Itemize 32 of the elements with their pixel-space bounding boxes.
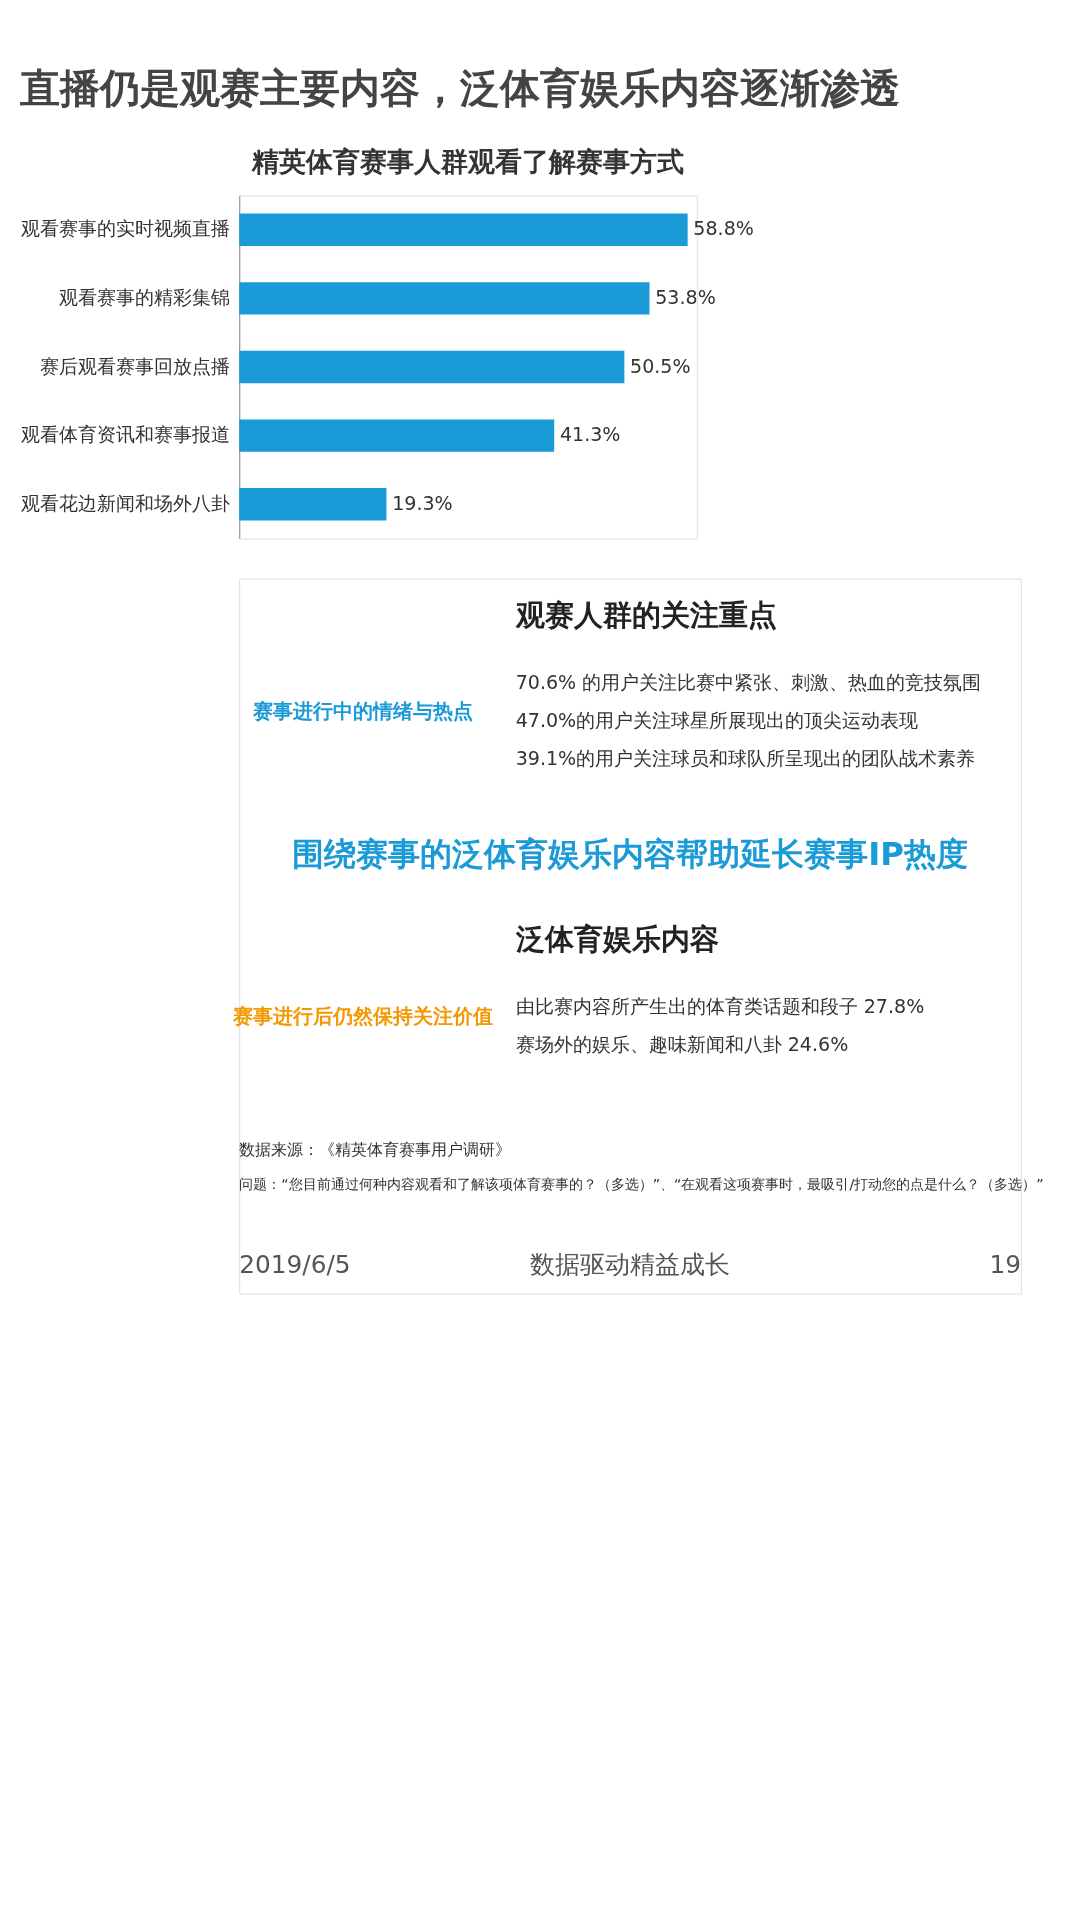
chart-title: 直播仍是观赛主要内容，泛体育娱乐内容逐渐渗透 [18, 65, 900, 112]
bar [239, 282, 650, 315]
text: 2019/6/5 [239, 1249, 351, 1279]
data-label: 53.8% [655, 286, 716, 309]
data-label: 41.3% [559, 423, 621, 446]
y-tick-label: 观看体育资讯和赛事报道 [21, 423, 231, 446]
text: 47.0%的用户关注球星所展现出的顶尖运动表现 [515, 709, 919, 732]
text: 围绕赛事的泛体育娱乐内容帮助延长赛事IP热度 [292, 834, 968, 873]
text: 数据驱动精益成长 [530, 1249, 731, 1279]
text: 19 [989, 1249, 1021, 1279]
text: 70.6% 的用户关注比赛中紧张、刺激、热血的竞技氛围 [515, 671, 982, 694]
bar [239, 419, 555, 452]
chart-subtitle: 精英体育赛事人群观看了解赛事方式 [251, 145, 685, 177]
bar [239, 488, 387, 521]
text: 赛事进行中的情绪与热点 [252, 698, 474, 723]
data-label: 58.8% [693, 217, 754, 240]
source-note: 数据来源：《精英体育赛事用户调研》 [239, 1140, 512, 1160]
data-label: 50.5% [630, 354, 691, 377]
text: 39.1%的用户关注球员和球队所呈现出的团队战术素养 [515, 747, 976, 770]
text: 赛场外的娱乐、趣味新闻和八卦 24.6% [515, 1033, 849, 1056]
y-tick-label: 观看花边新闻和场外八卦 [21, 491, 231, 514]
y-tick-label: 观看赛事的实时视频直播 [21, 217, 231, 240]
text: 泛体育娱乐内容 [514, 922, 719, 957]
text: 问题：“您目前通过何种内容观看和了解该项体育赛事的？（多选）”、“在观看这项赛事时，最吸引/打动您的点是什么？（多选）” [239, 1175, 1044, 1192]
text: 观赛人群的关注重点 [514, 598, 777, 633]
bar [239, 213, 688, 246]
y-tick-label: 赛后观看赛事回放点播 [40, 354, 231, 377]
data-label: 19.3% [392, 491, 453, 514]
text: 赛事进行后仍然保持关注价值 [232, 1003, 494, 1028]
bar [239, 350, 625, 384]
y-tick-label: 观看赛事的精彩集锦 [59, 286, 231, 309]
text: 由比赛内容所产生出的体育类话题和段子 27.8% [515, 995, 925, 1018]
